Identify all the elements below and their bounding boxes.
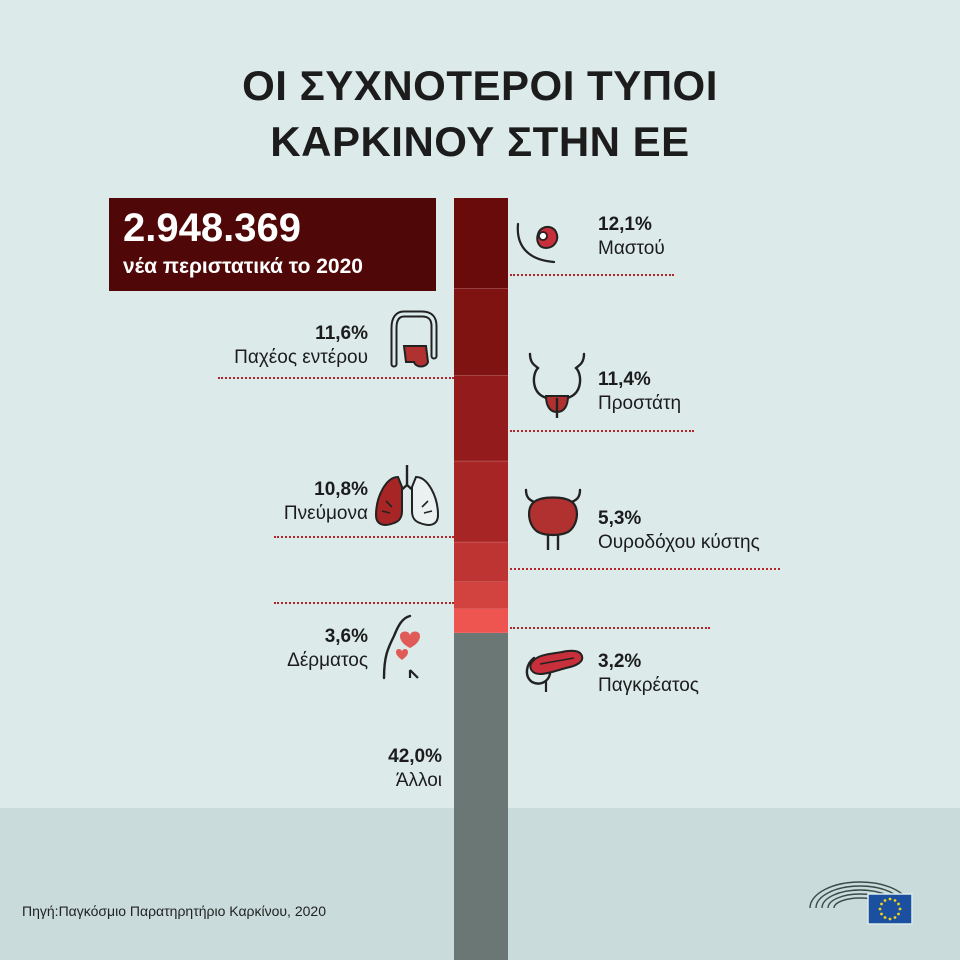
title-line-2: ΚΑΡΚΙΝΟΥ ΣΤΗΝ ΕΕ [270, 118, 690, 165]
total-cases-caption: νέα περιστατικά το 2020 [123, 255, 363, 278]
title-line-1: ΟΙ ΣΥΧΝΟΤΕΡΟΙ ΤΥΠΟΙ [242, 62, 718, 109]
prostate-icon [528, 352, 586, 418]
label-breast-pct: 12,1% [598, 214, 652, 235]
label-colon: 11,6% Παχέος εντέρου [234, 322, 368, 370]
total-cases-value: 2.948.369 [123, 206, 301, 250]
breast-icon [516, 222, 559, 264]
label-lung-name: Πνεύμονα [283, 503, 368, 524]
leader-line-skin [274, 602, 454, 604]
bar-segment-1 [454, 198, 508, 289]
label-colon-name: Παχέος εντέρου [234, 347, 368, 368]
stacked-bar [454, 198, 508, 960]
label-prostate-name: Προστάτη [598, 393, 682, 414]
label-pancreas: 3,2% Παγκρέατος [598, 650, 699, 698]
leader-line-prostate [510, 430, 694, 432]
leader-line-bladder [510, 568, 780, 570]
bar-segment-3 [454, 375, 508, 462]
source-note: Πηγή:Παγκόσμιο Παρατηρητήριο Καρκίνου, 2… [22, 903, 326, 919]
label-skin-pct: 3,6% [324, 626, 368, 647]
bar-segment-5 [454, 542, 508, 582]
label-others: 42,0% Άλλοι [388, 745, 442, 793]
total-cases-box: 2.948.369 νέα περιστατικά το 2020 [109, 198, 436, 291]
label-prostate: 11,4% Προστάτη [598, 368, 681, 416]
colon-icon [390, 310, 438, 368]
label-breast: 12,1% Μαστού [598, 213, 665, 261]
bar-segment-8 [454, 633, 508, 960]
label-skin: 3,6% Δέρματος [287, 625, 368, 673]
pancreas-icon [525, 649, 584, 692]
european-parliament-logo [809, 881, 913, 925]
bar-segment-7 [454, 609, 508, 633]
leader-line-lung [274, 536, 454, 538]
bladder-icon [524, 488, 582, 550]
leader-line-pancreas [510, 627, 710, 629]
chart-title: ΟΙ ΣΥΧΝΟΤΕΡΟΙ ΤΥΠΟΙ ΚΑΡΚΙΝΟΥ ΣΤΗΝ ΕΕ [0, 58, 960, 170]
leader-line-breast [510, 274, 674, 276]
label-prostate-pct: 11,4% [598, 369, 651, 390]
leader-line-colon [218, 377, 454, 379]
bar-segment-4 [454, 461, 508, 543]
label-bladder-pct: 5,3% [598, 508, 642, 529]
label-bladder-name: Ουροδόχου κύστης [598, 532, 760, 553]
label-skin-name: Δέρματος [287, 650, 368, 671]
label-others-pct: 42,0% [388, 746, 442, 767]
lung-icon [374, 465, 440, 526]
bar-segment-2 [454, 288, 508, 376]
label-colon-pct: 11,6% [315, 323, 368, 344]
bar-segment-6 [454, 582, 508, 609]
label-lung: 10,8% Πνεύμονα [284, 478, 368, 526]
skin-icon [382, 614, 420, 680]
label-pancreas-pct: 3,2% [598, 651, 642, 672]
label-breast-name: Μαστού [598, 238, 665, 259]
label-bladder: 5,3% Ουροδόχου κύστης [598, 507, 760, 555]
label-lung-pct: 10,8% [314, 479, 368, 500]
label-others-name: Άλλοι [395, 770, 442, 791]
label-pancreas-name: Παγκρέατος [598, 675, 699, 696]
